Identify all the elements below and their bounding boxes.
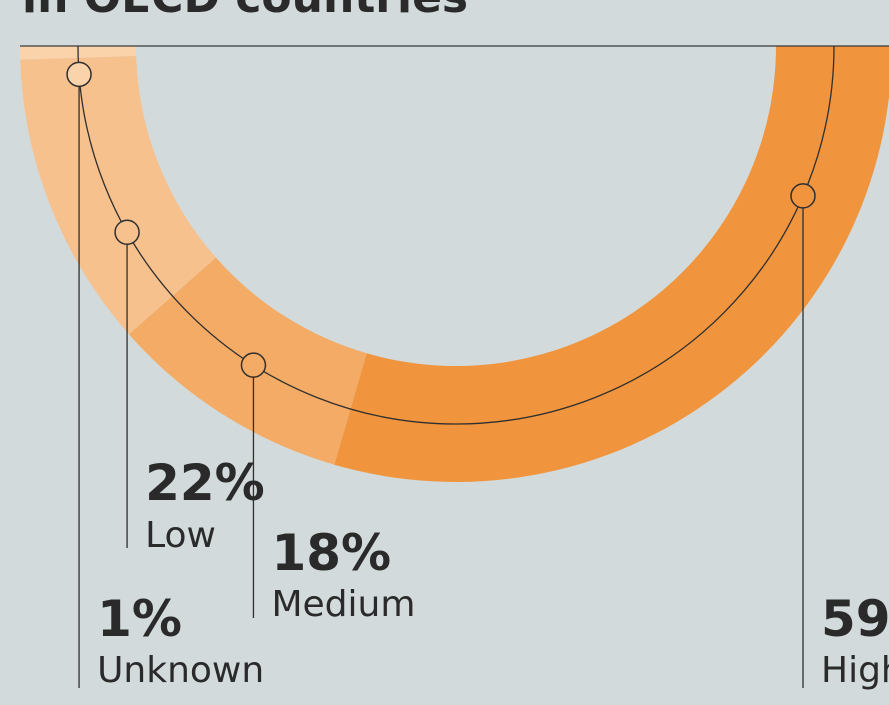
donut-slices xyxy=(20,46,889,482)
marker-low xyxy=(114,219,140,246)
label-category-unknown: Unknown xyxy=(97,650,264,691)
marker-medium xyxy=(240,352,267,378)
leader-lines xyxy=(78,86,804,688)
marker-high xyxy=(790,183,816,209)
label-category-low: Low xyxy=(145,515,216,556)
marker-unknown xyxy=(66,61,92,88)
slice-labels: 1%Unknown 22%Low 18%Medium 59%High xyxy=(97,454,889,691)
label-value-unknown: 1% xyxy=(97,590,182,648)
label-value-medium: 18% xyxy=(271,524,391,582)
label-value-high: 59% xyxy=(821,590,889,648)
label-category-medium: Medium xyxy=(271,584,415,625)
slice-low xyxy=(20,56,216,335)
label-value-low: 22% xyxy=(145,454,265,512)
slice-high xyxy=(334,46,889,482)
slice-markers xyxy=(66,61,816,378)
chart-title: in OECD countries xyxy=(22,0,468,20)
label-category-high: High xyxy=(821,650,889,691)
